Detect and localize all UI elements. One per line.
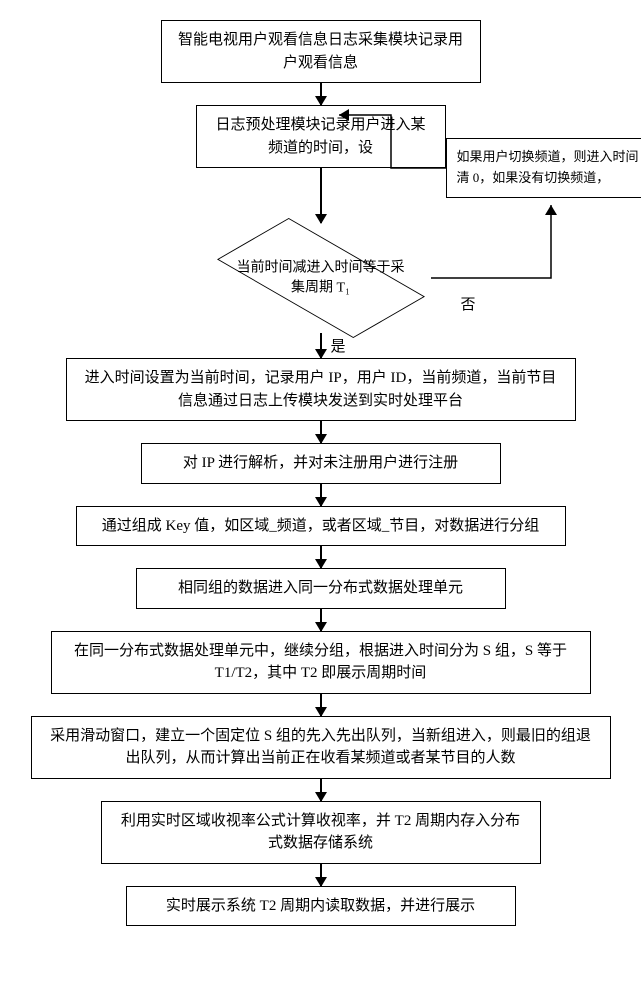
node-preprocess: 日志预处理模块记录用户进入某频道的时间，设 [196,105,446,168]
node-record-send: 进入时间设置为当前时间，记录用户 IP，用户 ID，当前频道，当前节目信息通过日… [66,358,576,421]
arrow [320,333,322,358]
node-sliding-window: 采用滑动窗口，建立一个固定位 S 组的先入先出队列，当新组进入，则最旧的组退出队… [31,716,611,779]
node-ip-parse: 对 IP 进行解析，并对未注册用户进行注册 [141,443,501,484]
flowchart-container: 智能电视用户观看信息日志采集模块记录用户观看信息 日志预处理模块记录用户进入某频… [20,20,621,926]
node-calc-rating: 利用实时区域收视率公式计算收视率，并 T2 周期内存入分布式数据存储系统 [101,801,541,864]
arrow [320,546,322,568]
label-yes: 是 [331,335,346,356]
label-no: 否 [460,293,475,314]
arrow [320,779,322,801]
node-same-group: 相同组的数据进入同一分布式数据处理单元 [136,568,506,609]
node-key-group: 通过组成 Key 值，如区域_频道，或者区域_节目，对数据进行分组 [76,506,566,547]
arrow [320,168,322,223]
arrow [320,694,322,716]
decision-text: 当前时间减进入时间等于采集周期 T₁ [231,258,411,297]
node-display: 实时展示系统 T2 周期内读取数据，并进行展示 [126,886,516,927]
node-split-s-groups: 在同一分布式数据处理单元中，继续分组，根据进入时间分为 S 组，S 等于 T1/… [51,631,591,694]
node-side-switch: 如果用户切换频道，则进入时间清 0，如果没有切换频道， [446,138,641,198]
arrow [320,83,322,105]
arrow [320,864,322,886]
arrow [320,609,322,631]
decision-wrap: 当前时间减进入时间等于采集周期 T₁ 如果用户切换频道，则进入时间清 0，如果没… [211,223,431,333]
preprocess-row: 日志预处理模块记录用户进入某频道的时间，设 [196,105,446,168]
arrow [320,484,322,506]
arrow [320,421,322,443]
node-collect-log: 智能电视用户观看信息日志采集模块记录用户观看信息 [161,20,481,83]
